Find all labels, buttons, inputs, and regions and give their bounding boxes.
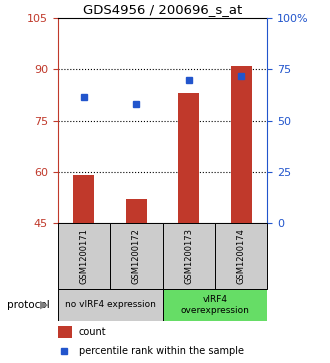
Title: GDS4956 / 200696_s_at: GDS4956 / 200696_s_at bbox=[83, 3, 242, 16]
Text: GSM1200172: GSM1200172 bbox=[132, 228, 141, 284]
Text: ▶: ▶ bbox=[40, 300, 49, 310]
Bar bbox=[58, 289, 162, 321]
Text: GSM1200174: GSM1200174 bbox=[237, 228, 246, 284]
Bar bbox=[58, 326, 72, 338]
Text: percentile rank within the sample: percentile rank within the sample bbox=[79, 346, 244, 356]
Text: count: count bbox=[79, 327, 106, 337]
Text: vIRF4
overexpression: vIRF4 overexpression bbox=[181, 295, 249, 315]
Bar bbox=[215, 223, 267, 289]
Bar bbox=[162, 223, 215, 289]
Text: GSM1200171: GSM1200171 bbox=[80, 228, 88, 284]
Text: GSM1200173: GSM1200173 bbox=[184, 228, 193, 284]
Bar bbox=[231, 66, 251, 223]
Text: protocol: protocol bbox=[7, 300, 50, 310]
Bar bbox=[110, 223, 162, 289]
Bar bbox=[162, 289, 267, 321]
Text: no vIRF4 expression: no vIRF4 expression bbox=[65, 301, 155, 309]
Bar bbox=[58, 223, 110, 289]
Bar bbox=[74, 175, 94, 223]
Bar bbox=[126, 199, 147, 223]
Bar bbox=[178, 93, 199, 223]
